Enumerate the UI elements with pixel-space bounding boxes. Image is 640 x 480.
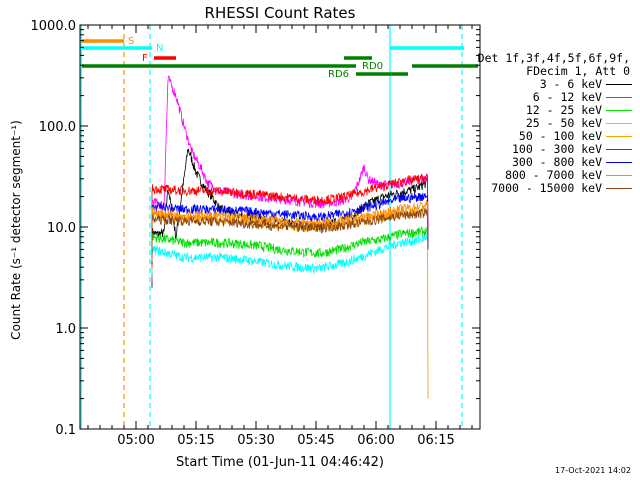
y-tick-label: 0.1 bbox=[55, 423, 76, 438]
legend-swatch bbox=[606, 188, 632, 189]
legend-header-line-1: Det 1f,3f,4f,5f,6f,9f, bbox=[477, 51, 630, 65]
legend-entry: 7000 - 15000 keV bbox=[470, 182, 636, 195]
x-tick-label: 05:45 bbox=[297, 433, 334, 448]
x-tick-label: 05:00 bbox=[117, 433, 154, 448]
legend-entry-label: 300 - 800 keV bbox=[511, 155, 602, 169]
x-tick-label: 05:30 bbox=[237, 433, 274, 448]
series-line bbox=[151, 148, 429, 288]
legend-swatch bbox=[606, 84, 632, 85]
x-axis-label: Start Time (01-Jun-11 04:46:42) bbox=[176, 455, 384, 470]
legend-entry: 3 - 6 keV bbox=[470, 78, 636, 91]
legend-swatch bbox=[606, 136, 632, 137]
state-bar-label: S bbox=[128, 36, 134, 47]
series-line bbox=[151, 225, 429, 279]
series-line bbox=[151, 208, 429, 259]
legend-swatch bbox=[606, 123, 632, 124]
legend-swatch bbox=[606, 110, 632, 111]
state-bar-label: RD6 bbox=[328, 69, 349, 80]
legend-entry-label: 12 - 25 keV bbox=[525, 103, 602, 117]
legend-entry-label: 3 - 6 keV bbox=[539, 77, 602, 91]
legend-entry-label: 6 - 12 keV bbox=[532, 90, 602, 104]
series-line bbox=[151, 192, 429, 264]
plot-frame bbox=[79, 24, 481, 430]
legend-entry: 50 - 100 keV bbox=[470, 130, 636, 143]
chart-title: RHESSI Count Rates bbox=[205, 4, 356, 22]
y-tick-label: 10.0 bbox=[47, 221, 76, 236]
legend-entry: 6 - 12 keV bbox=[470, 91, 636, 104]
x-tick-label: 06:00 bbox=[357, 433, 394, 448]
series-line bbox=[151, 173, 429, 268]
y-tick-label: 1.0 bbox=[55, 322, 76, 337]
legend-swatch bbox=[606, 149, 632, 150]
legend-entry: 12 - 25 keV bbox=[470, 104, 636, 117]
state-bar-label: RD0 bbox=[362, 61, 383, 72]
series-line bbox=[151, 200, 429, 399]
series-line bbox=[151, 75, 429, 283]
legend-entry: 25 - 50 keV bbox=[470, 117, 636, 130]
y-tick-label: 100.0 bbox=[39, 120, 76, 135]
legend-entry-label: 50 - 100 keV bbox=[518, 129, 602, 143]
x-tick-label: 05:15 bbox=[177, 433, 214, 448]
legend-swatch bbox=[606, 175, 632, 176]
series-line bbox=[151, 234, 429, 275]
legend-entry: 100 - 300 keV bbox=[470, 143, 636, 156]
x-tick-label: 06:15 bbox=[417, 433, 454, 448]
legend-entry-label: 800 - 7000 keV bbox=[505, 168, 602, 182]
state-bar-label: N bbox=[156, 43, 163, 54]
legend-entry: 800 - 7000 keV bbox=[470, 169, 636, 182]
legend-entry: 300 - 800 keV bbox=[470, 156, 636, 169]
legend-entry-label: 25 - 50 keV bbox=[525, 116, 602, 130]
legend-swatch bbox=[606, 97, 632, 98]
footer-timestamp: 17-Oct-2021 14:02 bbox=[555, 466, 631, 475]
legend: Det 1f,3f,4f,5f,6f,9f, FDecim 1, Att 0 3… bbox=[470, 52, 636, 195]
legend-entry-label: 100 - 300 keV bbox=[511, 142, 602, 156]
y-tick-label: 1000.0 bbox=[31, 19, 77, 34]
legend-entry-label: 7000 - 15000 keV bbox=[491, 181, 602, 195]
state-bar-label: F bbox=[142, 53, 148, 64]
legend-swatch bbox=[606, 162, 632, 163]
y-axis-label: Count Rate (s⁻¹ detector segment⁻¹) bbox=[9, 120, 23, 340]
legend-header-line-2: FDecim 1, Att 0 bbox=[526, 64, 630, 78]
